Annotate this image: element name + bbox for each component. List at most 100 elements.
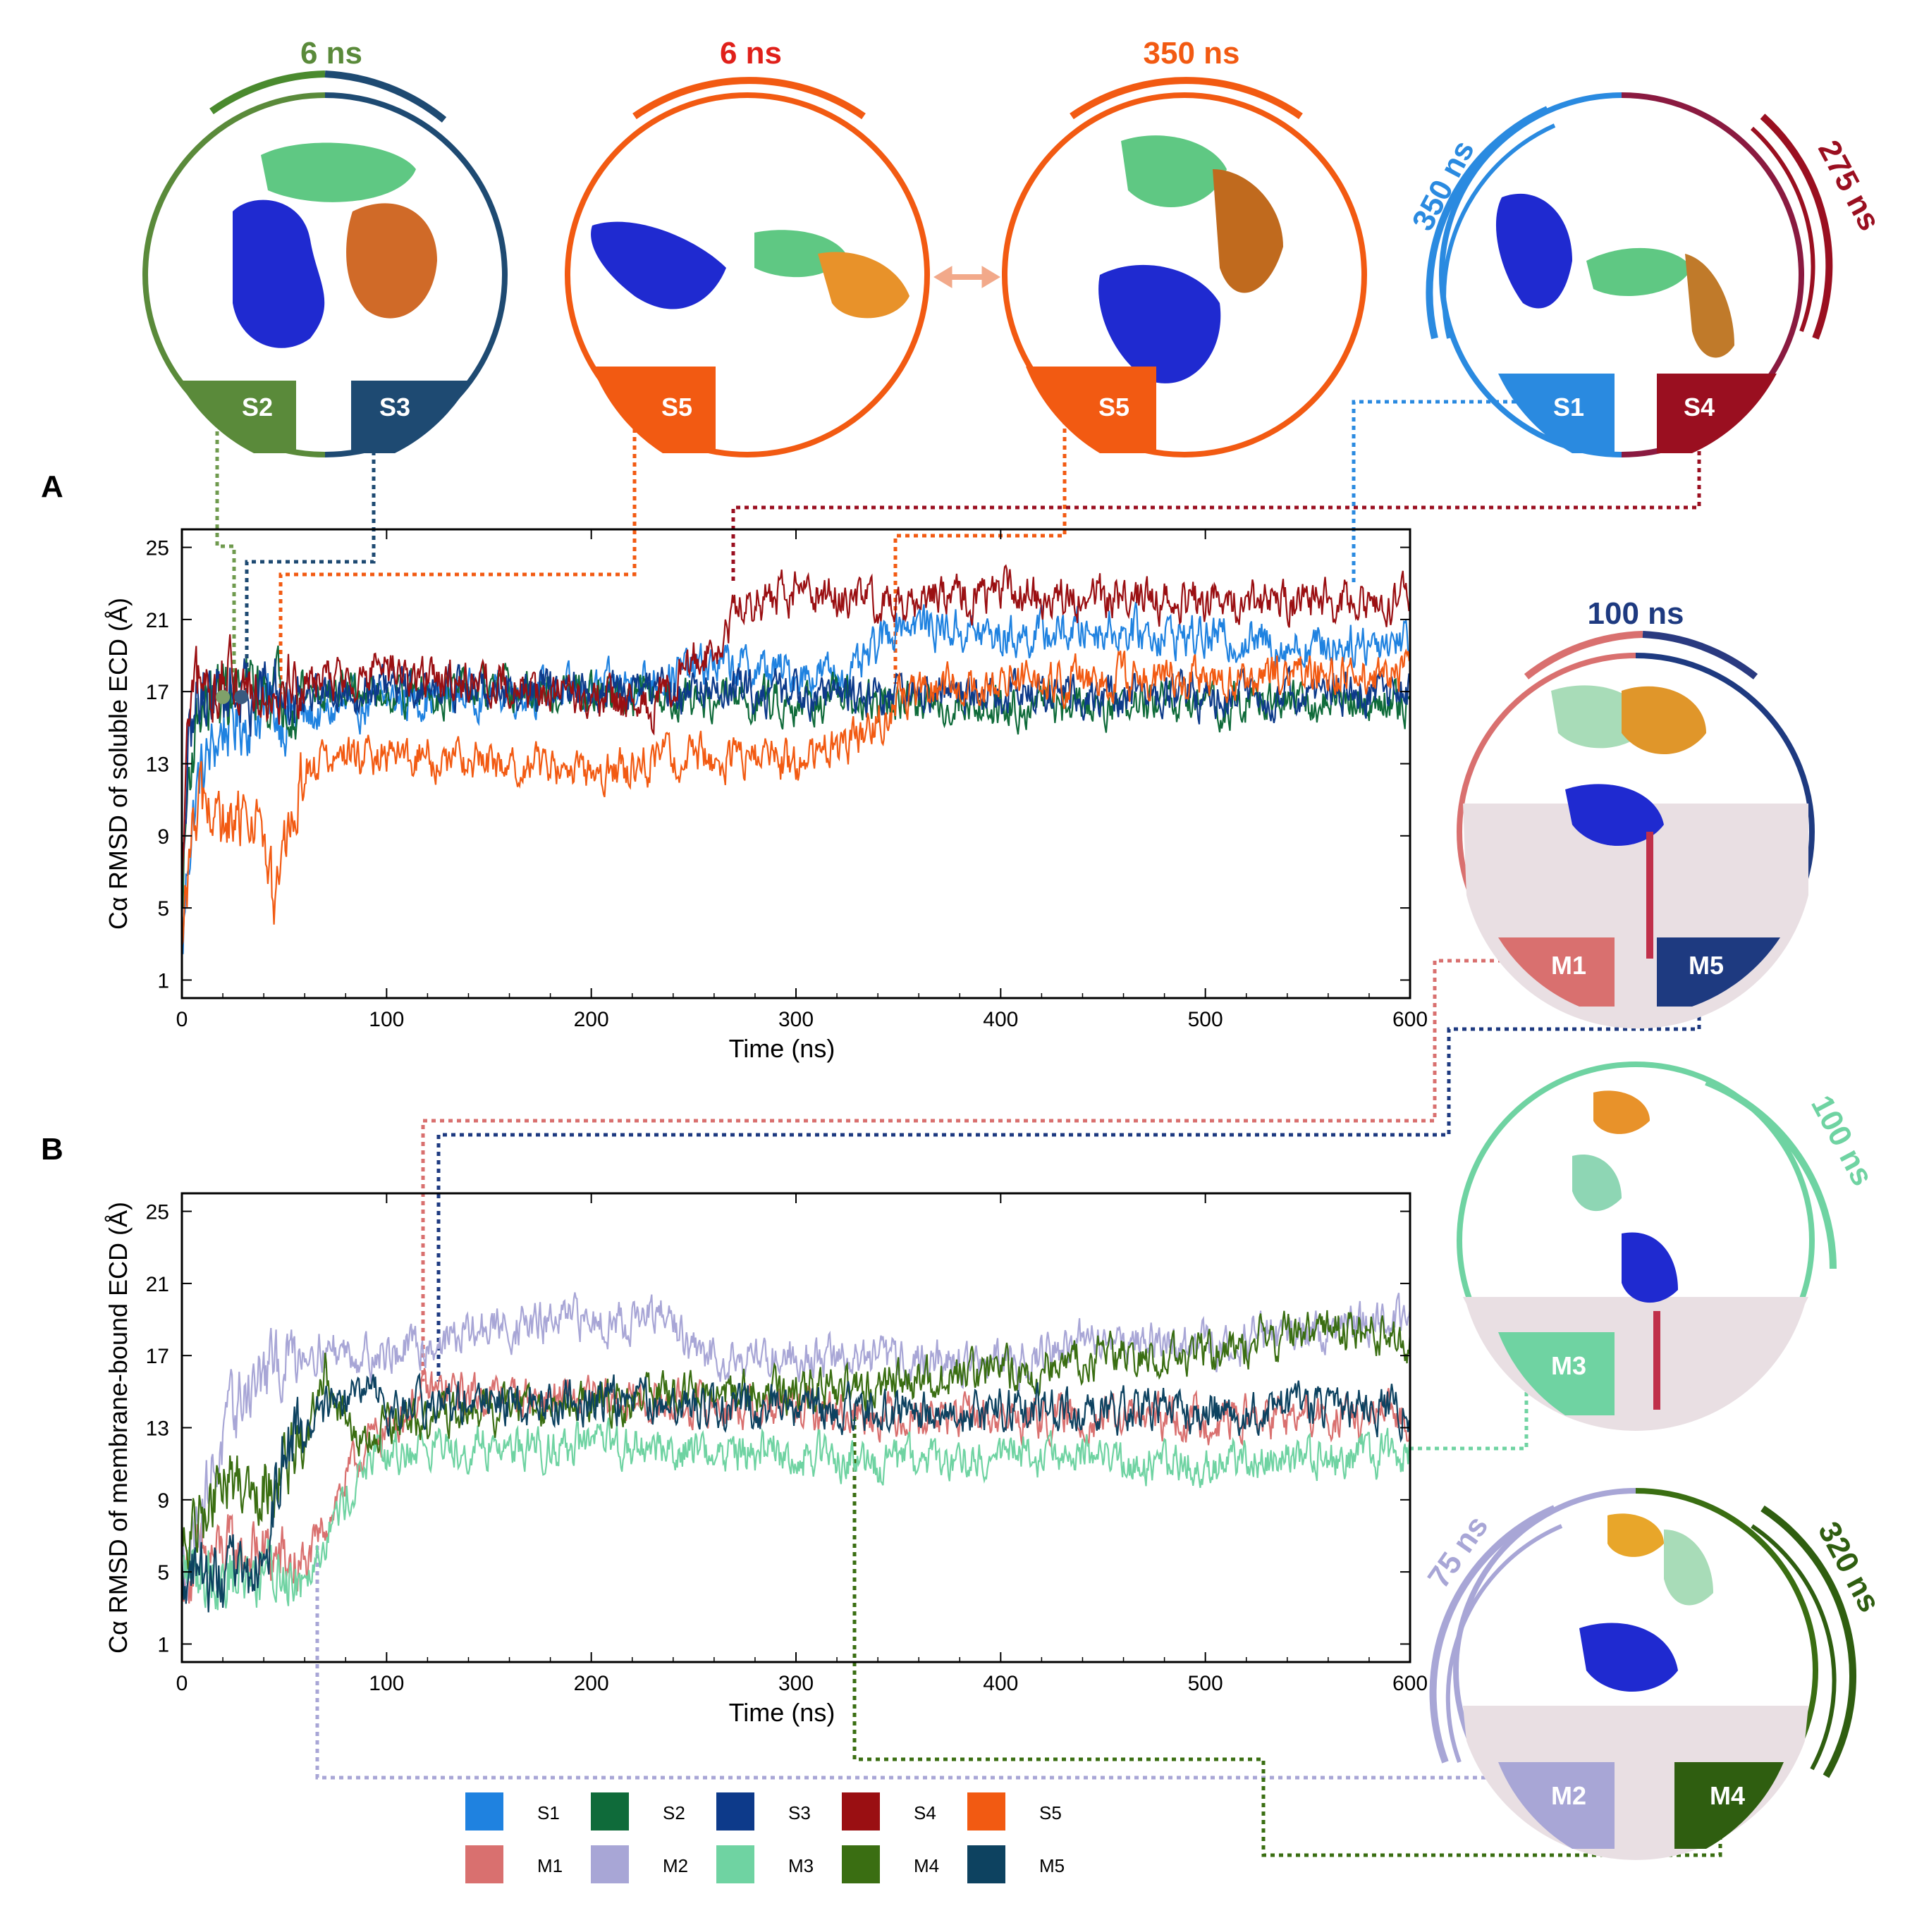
y-tick-label: 13 [146, 1417, 169, 1441]
y-tick-label: 17 [146, 681, 169, 704]
x-tick-label: 100 [369, 1008, 404, 1031]
tab-label-m3: M3 [1551, 1351, 1586, 1380]
x-tick-label: 500 [1188, 1672, 1223, 1695]
membrane-structure-image [1463, 685, 1808, 1029]
legend-swatch-s1 [465, 1792, 503, 1831]
snapshot-m2-m4[interactable]: M2 M4 75 ns 320 ns [1421, 1488, 1887, 1860]
x-axis-label: Time (ns) [729, 1034, 835, 1063]
y-tick-label: 5 [157, 1561, 169, 1585]
tab-label-s4: S4 [1684, 393, 1715, 422]
snapshot-s1-s4[interactable]: S1 S4 350 ns 275 ns [1405, 92, 1887, 457]
membrane-structure-image [1463, 1090, 1808, 1432]
series-line-m3 [182, 1417, 1410, 1611]
tab-label-s5: S5 [1098, 393, 1129, 422]
plot-frame [180, 1192, 1411, 1663]
y-axis-label: Cα RMSD of membrane-bound ECD (Å) [104, 1202, 133, 1654]
x-tick-label: 100 [369, 1672, 404, 1695]
y-tick-label: 25 [146, 1201, 169, 1224]
legend-label-s1: S1 [537, 1802, 560, 1823]
y-tick-label: 5 [157, 897, 169, 921]
snapshot-marker-s3 [234, 689, 249, 704]
snapshot-s5-350ns[interactable]: S5 350 ns [1002, 36, 1367, 457]
snapshot-m1-m5[interactable]: M1 M5 100 ns [1457, 596, 1815, 1029]
y-tick-label: 25 [146, 537, 169, 560]
legend-swatch-m4 [842, 1845, 880, 1883]
tab-label-m1: M1 [1551, 951, 1586, 980]
series-line-s4 [182, 564, 1410, 894]
legend-swatch-m1 [465, 1845, 503, 1883]
tab-label-m2: M2 [1551, 1781, 1586, 1810]
legend-swatch-s4 [842, 1792, 880, 1831]
legend-swatch-s3 [716, 1792, 754, 1831]
x-tick-label: 200 [574, 1008, 609, 1031]
duration-label: 75 ns [1421, 1510, 1495, 1594]
legend-swatch-s2 [591, 1792, 629, 1831]
duration-label: 350 ns [1405, 135, 1481, 236]
legend-swatch-m2 [591, 1845, 629, 1883]
tab-label-s3: S3 [379, 393, 410, 422]
series-line-s3 [182, 658, 1410, 877]
equilibrium-arrow [933, 266, 1000, 288]
legend-label-m3: M3 [788, 1855, 814, 1876]
y-tick-label: 13 [146, 753, 169, 777]
x-tick-label: 400 [983, 1672, 1018, 1695]
x-tick-label: 600 [1392, 1672, 1428, 1695]
duration-label: 100 ns [1804, 1090, 1880, 1191]
legend-label-m2: M2 [663, 1855, 688, 1876]
y-tick-label: 9 [157, 1489, 169, 1513]
x-tick-label: 500 [1188, 1008, 1223, 1031]
x-tick-label: 200 [574, 1672, 609, 1695]
x-tick-label: 0 [176, 1672, 188, 1695]
duration-label: 6 ns [300, 36, 362, 70]
y-tick-label: 9 [157, 825, 169, 849]
x-tick-label: 300 [778, 1008, 814, 1031]
series-line-m1 [182, 1368, 1410, 1604]
x-tick-label: 0 [176, 1008, 188, 1031]
x-tick-label: 300 [778, 1672, 814, 1695]
tab-label-m4: M4 [1710, 1781, 1745, 1810]
tab-label-m5: M5 [1689, 951, 1724, 980]
y-axis-label: Cα RMSD of soluble ECD (Å) [104, 598, 133, 930]
series-line-m2 [182, 1292, 1410, 1601]
snapshot-s2-s3[interactable]: S2 S3 6 ns [142, 36, 508, 457]
snapshot-s5-6ns[interactable]: S5 6 ns [565, 36, 930, 457]
legend-label-s4: S4 [914, 1802, 936, 1823]
series-line-s1 [182, 601, 1410, 954]
x-axis-label: Time (ns) [729, 1698, 835, 1727]
duration-label: 100 ns [1588, 596, 1684, 631]
y-tick-label: 1 [157, 1633, 169, 1656]
panel-label-a: A [41, 469, 63, 504]
tab-label-s1: S1 [1553, 393, 1584, 422]
x-tick-label: 600 [1392, 1008, 1428, 1031]
tab-label-s2: S2 [242, 393, 273, 422]
series-line-m5 [182, 1372, 1410, 1613]
panel-label-b: B [41, 1132, 63, 1167]
membrane-structure-image [1463, 1513, 1808, 1860]
duration-label: 350 ns [1144, 36, 1240, 70]
legend-label-m1: M1 [537, 1855, 563, 1876]
legend: S1 S2 S3 S4 S5 M1 M2 M3 M4 M5 [465, 1792, 1065, 1883]
legend-swatch-s5 [967, 1792, 1005, 1831]
chart-b: 0 100 200 300 400 500 600 1 5 9 13 17 21 25 Time (ns) C… [104, 1192, 1428, 1727]
series-line-s5 [182, 648, 1410, 947]
snapshot-m3[interactable]: M3 100 ns [1457, 1062, 1880, 1432]
series-line-m4 [182, 1310, 1410, 1573]
snapshot-marker-s2 [216, 689, 231, 704]
protein-structure-image [233, 142, 437, 348]
y-tick-label: 21 [146, 1273, 169, 1296]
legend-label-m5: M5 [1039, 1855, 1065, 1876]
protein-structure-image [591, 221, 909, 319]
legend-label-s5: S5 [1039, 1802, 1062, 1823]
legend-swatch-m5 [967, 1845, 1005, 1883]
legend-label-m4: M4 [914, 1855, 939, 1876]
chart-a: 0 100 200 300 400 500 600 1 5 9 13 17 21 25 Time (ns) C… [104, 528, 1428, 1063]
legend-swatch-m3 [716, 1845, 754, 1883]
y-tick-label: 1 [157, 969, 169, 992]
legend-label-s2: S2 [663, 1802, 685, 1823]
x-tick-label: 400 [983, 1008, 1018, 1031]
y-tick-label: 17 [146, 1345, 169, 1368]
protein-structure-image [1098, 135, 1283, 383]
y-tick-label: 21 [146, 609, 169, 632]
legend-label-s3: S3 [788, 1802, 811, 1823]
